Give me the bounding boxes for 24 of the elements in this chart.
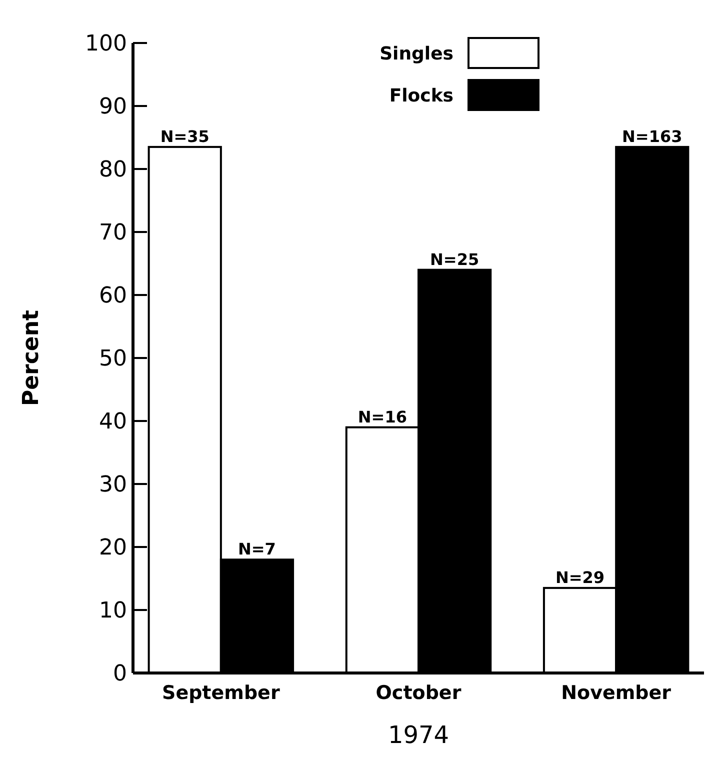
y-axis-title: Percent <box>19 310 44 406</box>
y-tick-label: 90 <box>99 94 127 120</box>
legend-label: Singles <box>380 43 454 64</box>
x-tick-label: November <box>561 682 672 704</box>
y-tick-label: 20 <box>99 536 127 561</box>
y-tick-label: 0 <box>113 662 127 687</box>
y-tick-label: 80 <box>99 158 127 183</box>
annotation: N=16 <box>358 407 407 426</box>
y-tick-label: 10 <box>99 598 127 624</box>
y-tick-label: 30 <box>99 472 127 498</box>
y-tick-label: 100 <box>85 32 127 57</box>
annotation: N=7 <box>238 540 276 559</box>
y-tick-label: 40 <box>99 410 127 435</box>
annotation: N=29 <box>555 568 605 587</box>
annotation: N=25 <box>430 250 480 269</box>
x-tick-label: September <box>162 682 280 704</box>
y-tick-label: 50 <box>99 346 127 372</box>
annotation: N=35 <box>160 126 210 146</box>
x-tick-label: October <box>376 682 462 704</box>
legend-label: Flocks <box>389 85 454 106</box>
annotation: N=163 <box>622 126 682 146</box>
x-axis-title: 1974 <box>388 721 450 749</box>
y-tick-label: 70 <box>99 220 127 246</box>
y-tick-label: 60 <box>99 284 127 309</box>
